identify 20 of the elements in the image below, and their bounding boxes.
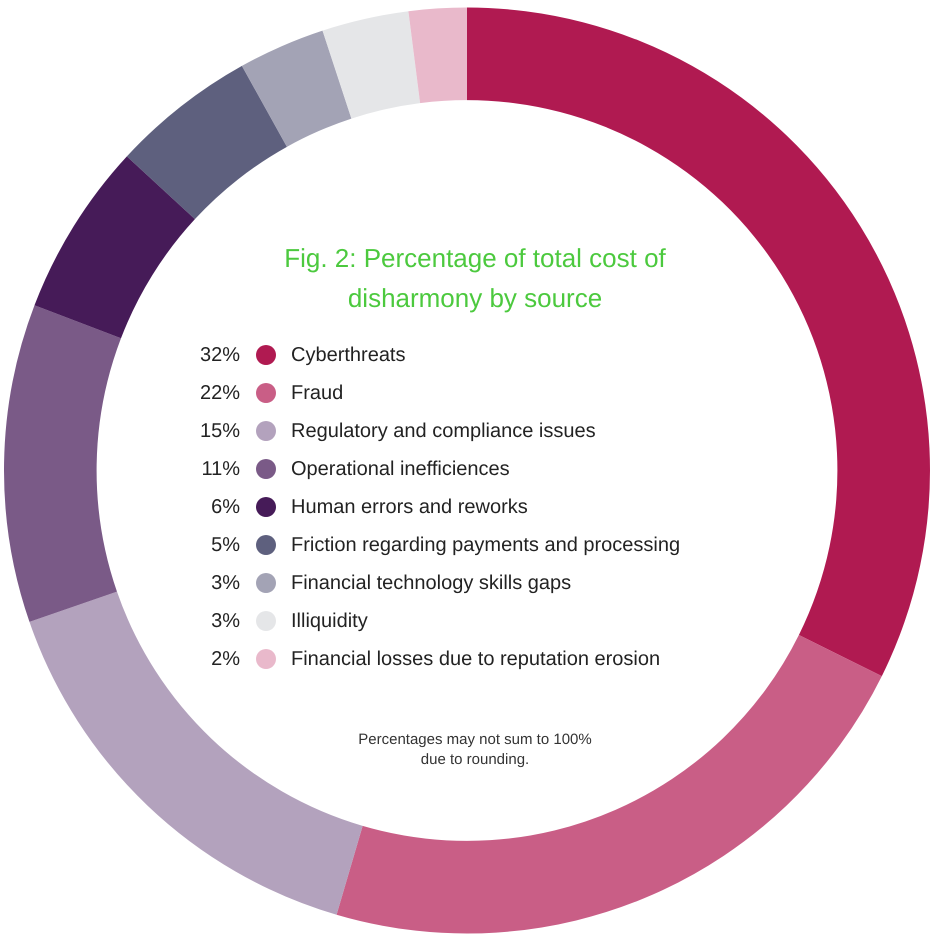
text: Fig. 2: Percentage of total cost of disharmony by source (283, 242, 667, 315)
data-label: 3% (210, 610, 240, 632)
legend-label: Financial technology skills gaps (291, 572, 572, 594)
legend-label: Friction regarding payments and processing (291, 534, 680, 556)
data-label: 22% (198, 382, 240, 404)
text: Percentages may not sum to 100% due to rounding. (357, 730, 593, 770)
data-label: 5% (210, 534, 240, 556)
legend-label: Cyberthreats (291, 344, 406, 366)
data-label: 6% (210, 496, 240, 518)
data-label: 11% (200, 458, 240, 480)
legend-label: Fraud (291, 382, 344, 404)
data-label: 32% (198, 344, 240, 366)
legend-label: Human errors and reworks (291, 496, 528, 518)
legend-label: Financial losses due to reputation erosion (291, 648, 660, 670)
data-label: 3% (210, 572, 240, 594)
data-label: 2% (210, 648, 240, 670)
legend-label: Operational inefficiences (291, 458, 510, 480)
legend-label: Regulatory and compliance issues (291, 420, 596, 442)
data-label: 15% (198, 420, 240, 442)
legend-label: Illiquidity (291, 610, 368, 632)
